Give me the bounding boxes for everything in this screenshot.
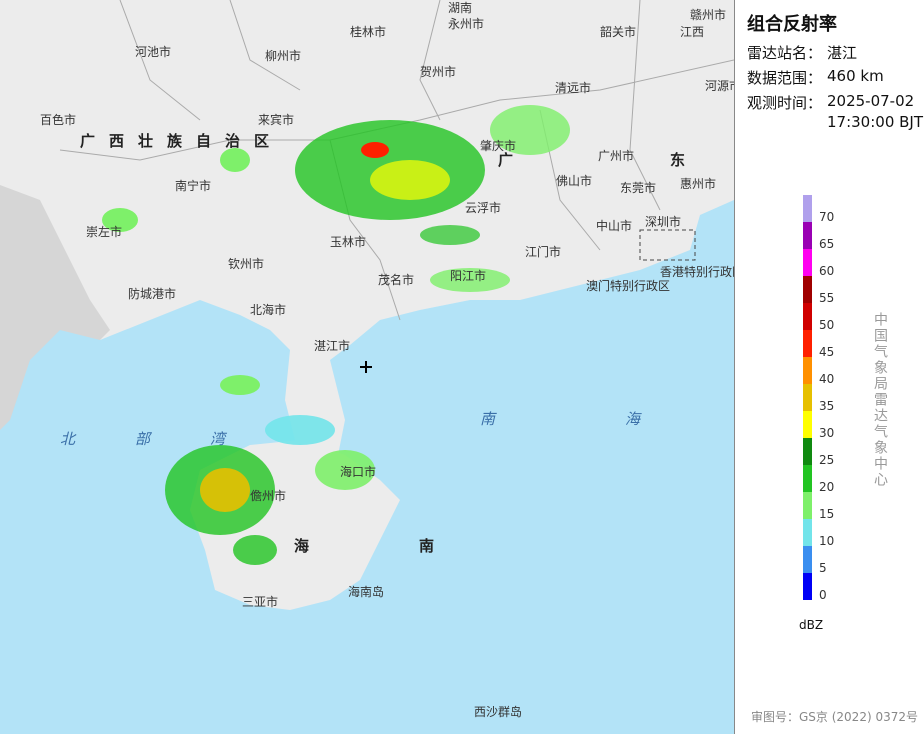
- place-label: 河池市: [135, 44, 171, 59]
- place-label: 江门市: [525, 244, 561, 259]
- legend-tick-label: 65: [819, 237, 834, 251]
- legend-swatch: [803, 438, 812, 465]
- radar-site: [360, 361, 372, 373]
- place-label: 惠州市: [680, 176, 716, 191]
- legend-swatch: [803, 492, 812, 519]
- legend-swatch: [803, 384, 812, 411]
- place-label: 桂林市: [350, 24, 386, 39]
- field-label: 雷达站名：: [747, 44, 823, 62]
- legend-tick-label: 25: [819, 453, 834, 467]
- legend-tick-label: 40: [819, 372, 834, 386]
- field-value: 460 km: [827, 67, 884, 85]
- legend-swatch: [803, 330, 812, 357]
- place-label: 玉林市: [330, 234, 366, 249]
- legend-swatch: [803, 411, 812, 438]
- place-label: 三亚市: [242, 594, 278, 609]
- place-label: 湛江市: [314, 338, 350, 353]
- place-label: 百色市: [40, 112, 76, 127]
- place-label: 韶关市: [600, 24, 636, 39]
- legend-tick-label: 50: [819, 318, 834, 332]
- place-label: 澳门特别行政区: [586, 278, 670, 293]
- legend-tick-label: 45: [819, 345, 834, 359]
- place-label: 儋州市: [250, 488, 286, 503]
- region-label: 海南: [294, 537, 544, 555]
- place-label: 北海市: [250, 302, 286, 317]
- place-label: 崇左市: [86, 224, 122, 239]
- place-label: 海口市: [340, 464, 376, 479]
- place-label: 云浮市: [465, 200, 501, 215]
- place-label: 河源市: [705, 78, 734, 93]
- place-label: 清远市: [555, 80, 591, 95]
- panel-title: 组合反射率: [747, 14, 837, 35]
- place-label: 阳江市: [450, 268, 486, 283]
- legend-tick-label: 15: [819, 507, 834, 521]
- legend-swatch: [803, 519, 812, 546]
- place-label: 来宾市: [258, 112, 294, 127]
- legend-swatch: [803, 546, 812, 573]
- place-label: 防城港市: [128, 286, 176, 301]
- sea-label: 南海: [480, 410, 734, 428]
- map: 湖南 永州市 桂林市 河池市 柳州市 贺州市 赣州市 江西 韶关市 河源市 清远…: [0, 0, 734, 734]
- legend-tick-label: 0: [819, 588, 827, 602]
- place-label: 钦州市: [228, 256, 264, 271]
- place-label: 西沙群岛: [474, 704, 522, 719]
- legend-tick-label: 5: [819, 561, 827, 575]
- legend-swatch: [803, 276, 812, 303]
- land-foreign: [0, 185, 110, 430]
- legend-swatch: [803, 573, 812, 600]
- radar-echoes: [102, 105, 570, 565]
- place-label: 柳州市: [265, 48, 301, 63]
- region-label: 东: [670, 151, 699, 169]
- legend-swatch: [803, 465, 812, 492]
- legend-swatch: [803, 357, 812, 384]
- field-value: 湛江: [827, 44, 858, 62]
- place-label: 湖南: [448, 0, 472, 15]
- place-label: 深圳市: [645, 214, 681, 229]
- legend-swatch: [803, 249, 812, 276]
- map-labels: 湖南 永州市 桂林市 河池市 柳州市 贺州市 赣州市 江西 韶关市 河源市 清远…: [40, 0, 734, 719]
- legend-tick-label: 10: [819, 534, 834, 548]
- legend-tick-label: 55: [819, 291, 834, 305]
- info-panel: 组合反射率 雷达站名： 湛江 数据范围： 460 km 观测时间： 2025-0…: [734, 0, 924, 734]
- agency: 中国气象局雷达气象中心: [872, 312, 888, 488]
- place-label: 海南岛: [348, 584, 384, 599]
- field-value: 17:30:00 BJT: [827, 113, 924, 131]
- place-label: 贺州市: [420, 64, 456, 79]
- place-label: 南宁市: [175, 178, 211, 193]
- region-label: 广西壮族自治区: [80, 132, 283, 150]
- legend-tick-label: 70: [819, 210, 834, 224]
- place-label: 肇庆市: [480, 138, 516, 153]
- place-label: 东莞市: [620, 180, 656, 195]
- legend-swatch: [803, 195, 812, 222]
- legend: 0 5 10 15 20 25 30 35 40 45 50 55 60 65 70: [803, 195, 834, 602]
- sea-label: 北部湾: [60, 430, 285, 448]
- legend-unit: dBZ: [799, 618, 824, 632]
- legend-swatch: [803, 222, 812, 249]
- place-label: 中山市: [596, 218, 632, 233]
- legend-tick-label: 30: [819, 426, 834, 440]
- place-label: 茂名市: [378, 272, 414, 287]
- field-value: 2025-07-02: [827, 92, 915, 110]
- field-label: 数据范围：: [747, 69, 823, 87]
- credit: 审图号：GS京 (2022) 0372号: [751, 710, 918, 724]
- region-label: 广: [498, 151, 527, 169]
- field-label: 观测时间：: [747, 94, 823, 112]
- legend-tick-label: 20: [819, 480, 834, 494]
- legend-tick-label: 60: [819, 264, 834, 278]
- place-label: 江西: [680, 25, 704, 39]
- place-label: 广州市: [598, 148, 634, 163]
- place-label: 香港特别行政区: [660, 264, 734, 279]
- place-label: 佛山市: [556, 173, 592, 188]
- legend-tick-label: 35: [819, 399, 834, 413]
- legend-swatch: [803, 303, 812, 330]
- place-label: 赣州市: [690, 7, 726, 22]
- hk-boundary: [639, 229, 696, 261]
- place-label: 永州市: [448, 16, 484, 31]
